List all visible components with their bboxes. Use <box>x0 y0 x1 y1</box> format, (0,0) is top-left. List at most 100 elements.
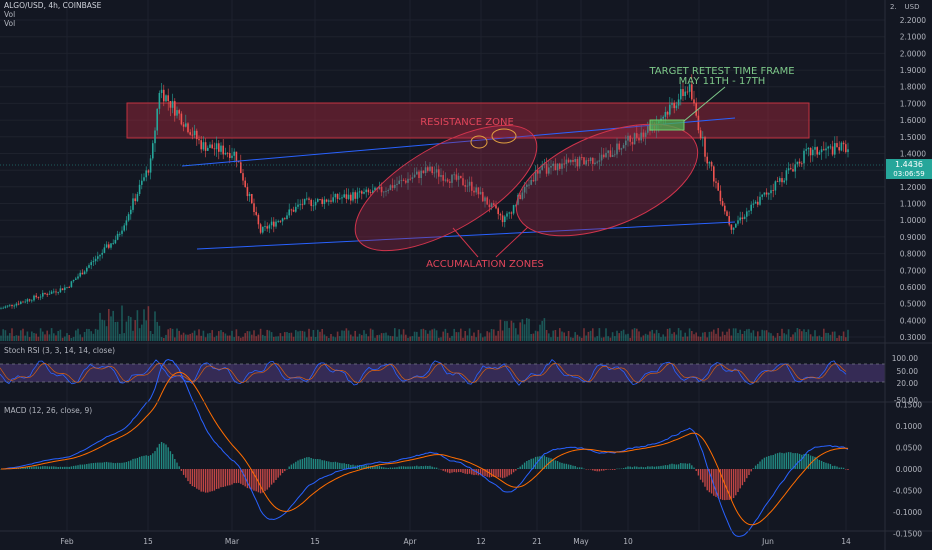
vol-label-1[interactable]: Vol <box>4 10 15 19</box>
volume-bar <box>759 336 761 341</box>
volume-bar <box>123 333 125 341</box>
macd-pane[interactable] <box>0 358 849 537</box>
volume-bar <box>218 331 220 341</box>
macd-histogram-bar <box>86 464 88 469</box>
candle-body <box>363 192 365 194</box>
volume-bar <box>677 328 680 341</box>
macd-histogram-bar <box>112 462 114 469</box>
volume-bar <box>160 337 163 341</box>
volume-bar <box>268 330 271 341</box>
symbol-title[interactable]: ALGO/USD, 4h, COINBASE <box>4 1 102 10</box>
time-axis[interactable]: Feb 15 Mar 15 Apr 12 21 May 10 Jun 14 <box>60 537 851 546</box>
candle-body <box>299 204 301 206</box>
stoch-rsi-title[interactable]: Stoch RSI (3, 3, 14, 14, close) <box>4 346 115 355</box>
macd-histogram-bar <box>477 469 480 476</box>
volume-bar <box>453 328 455 341</box>
volume-bar <box>136 310 139 341</box>
volume-bar <box>556 336 559 341</box>
macd-histogram-bar <box>149 455 152 469</box>
target-box[interactable] <box>649 119 685 131</box>
macd-histogram-bar <box>409 466 411 469</box>
macd-histogram-bar <box>748 469 750 475</box>
macd-signal-line <box>1 371 849 526</box>
volume-bar <box>356 336 359 341</box>
volume-bar <box>396 336 398 341</box>
candle-body <box>501 215 504 223</box>
stoch-rsi-pane[interactable] <box>0 359 885 386</box>
candle-body <box>583 157 585 165</box>
stoch-axis: 100.00 50.00 20.00 -50.00 <box>892 354 918 405</box>
volume-bar <box>512 322 515 341</box>
volume-bar <box>290 332 293 341</box>
candle-body <box>669 104 671 115</box>
macd-histogram-bar <box>325 461 328 469</box>
candle-body <box>108 244 110 248</box>
macd-histogram-bar <box>444 469 447 472</box>
candle-body <box>526 184 528 187</box>
vol-label-2[interactable]: Vol <box>4 19 15 28</box>
volume-bar <box>108 309 110 341</box>
volume-bar <box>398 329 400 341</box>
candle-body <box>728 216 730 225</box>
macd-histogram-bar <box>48 466 51 469</box>
macd-histogram-bar <box>380 466 383 469</box>
volume-bar <box>589 330 592 341</box>
candle-body <box>50 291 53 294</box>
macd-histogram-bar <box>365 465 367 469</box>
accumulation-zone-ellipse-2[interactable] <box>501 101 713 258</box>
volume-bar <box>592 328 594 341</box>
candle-body <box>409 178 411 180</box>
volume-bar <box>196 335 198 341</box>
ascending-resistance-line[interactable] <box>181 117 736 167</box>
candle-body <box>15 303 18 306</box>
candle-body <box>757 201 759 205</box>
volume-bar <box>776 333 779 341</box>
macd-histogram-bar <box>220 469 222 488</box>
volume-bar <box>526 318 528 341</box>
macd-title[interactable]: MACD (12, 26, close, 9) <box>4 406 92 415</box>
volume-bar <box>706 337 708 341</box>
ascending-support-line[interactable] <box>196 221 736 250</box>
candle-body <box>677 99 680 106</box>
volume-bar <box>739 329 741 341</box>
price-tick-label: 1.1000 <box>900 200 926 209</box>
volume-bar <box>761 329 763 341</box>
volume-bar <box>732 328 735 341</box>
volume-bar <box>715 333 717 341</box>
macd-histogram-bar <box>72 465 75 469</box>
candle-body <box>662 116 664 119</box>
candle-body <box>180 113 183 125</box>
macd-tick-label: -0.1000 <box>893 508 922 517</box>
candle-body <box>90 262 92 266</box>
candle-body <box>704 137 706 157</box>
macd-histogram-bar <box>726 469 728 500</box>
candle-body <box>427 167 429 171</box>
top-marker-circle-1[interactable] <box>470 135 488 149</box>
volume-bar <box>515 328 517 341</box>
candle-body <box>325 199 328 202</box>
candle-body <box>79 272 81 277</box>
time-tick-label: 15 <box>310 537 320 546</box>
top-marker-circle-2[interactable] <box>491 128 517 144</box>
volume-bar <box>484 336 486 341</box>
price-axis[interactable]: 2.2000 2.1000 2.0000 1.9000 1.8000 1.7000 1.60… <box>900 16 926 342</box>
macd-histogram-bar <box>55 466 57 469</box>
macd-histogram-bar <box>561 462 563 469</box>
accumulation-zone-ellipse-1[interactable] <box>337 101 556 276</box>
macd-histogram-bar <box>284 469 286 472</box>
volume-bar <box>666 328 669 341</box>
volume-bar <box>680 330 682 341</box>
candle-body <box>13 305 15 307</box>
candle-body <box>820 149 823 153</box>
volume-bar <box>820 337 823 341</box>
macd-histogram-bar <box>39 466 42 469</box>
volume-bar <box>233 337 235 341</box>
volume-bar <box>420 329 422 341</box>
volume-bar <box>611 332 614 341</box>
volume-bar <box>317 329 319 341</box>
candle-body <box>776 181 779 183</box>
macd-histogram-bar <box>847 469 849 470</box>
candle-body <box>354 192 356 199</box>
candle-body <box>530 180 532 185</box>
